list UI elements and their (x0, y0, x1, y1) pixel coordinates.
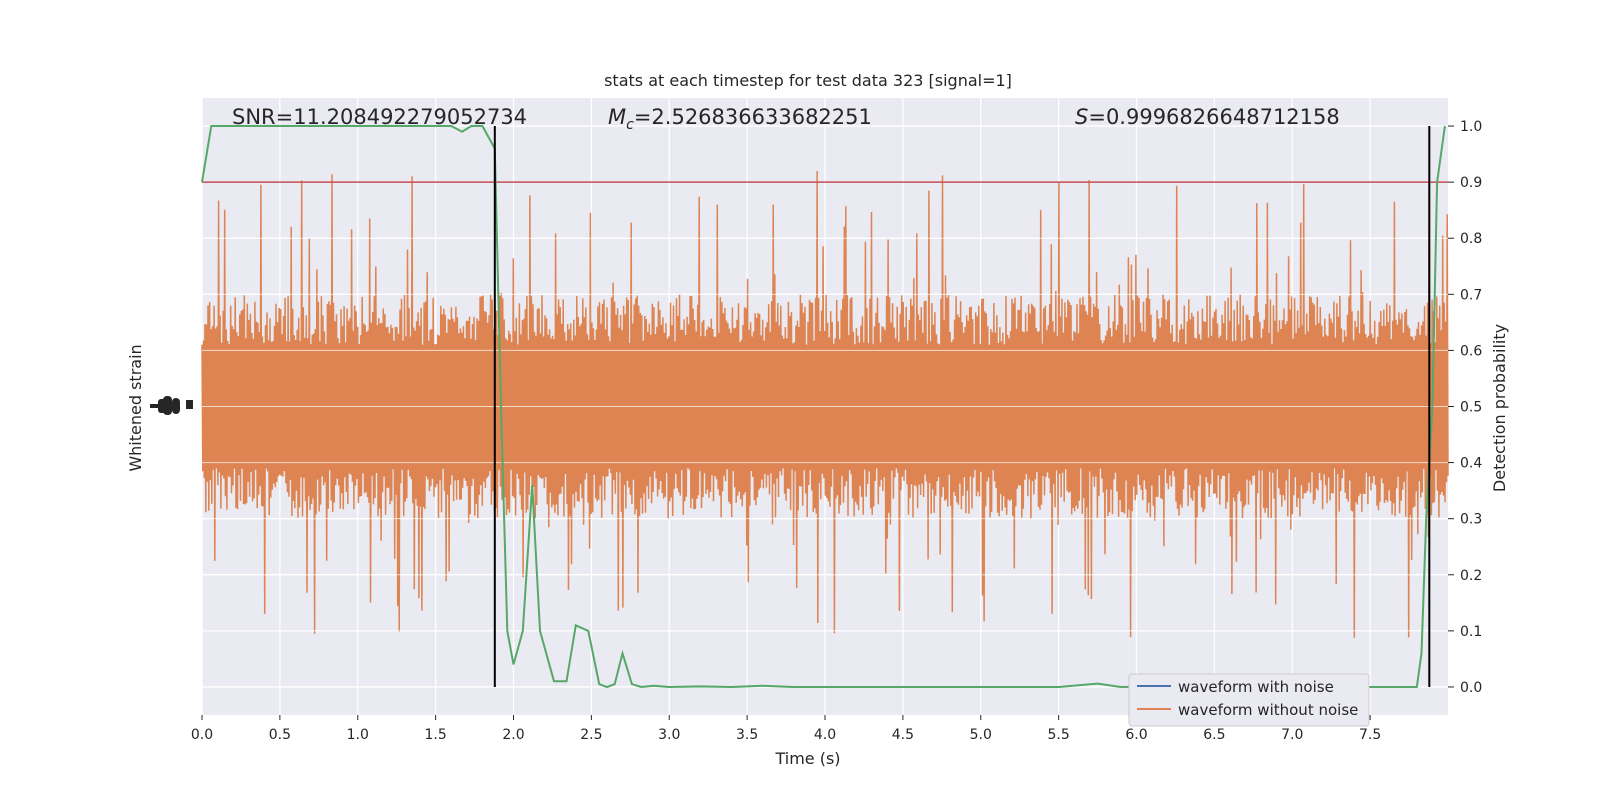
s-value: =0.9996826648712158 (1088, 105, 1339, 129)
x-tick-label: 0.0 (191, 727, 213, 743)
mc-value: =2.526836633682251 (634, 105, 872, 129)
x-tick-label: 1.5 (424, 727, 446, 743)
right-tick-label: 1.0 (1460, 119, 1482, 135)
x-tick-label: 4.0 (814, 727, 836, 743)
left-axis-overlapped-ticks (150, 396, 193, 415)
s-symbol: S (1075, 105, 1088, 129)
x-tick-label: 7.5 (1359, 727, 1381, 743)
vertical-markers (493, 126, 1431, 687)
x-axis-label: Time (s) (774, 749, 840, 768)
mc-symbol: M (608, 105, 626, 129)
x-tick-label: 2.5 (580, 727, 602, 743)
right-tick-label: 0.5 (1460, 400, 1482, 416)
x-tick-label: 4.5 (892, 727, 914, 743)
waveform-without-noise-series (201, 125, 1449, 688)
legend: waveform with noise waveform without noi… (1128, 673, 1370, 727)
strain-line (201, 170, 1449, 638)
left-axis-label: Whitened strain (126, 344, 145, 471)
right-tick-label: 0.0 (1460, 680, 1482, 696)
significance-annotation: S=0.9996826648712158 (1075, 105, 1340, 129)
right-tick-label: 0.1 (1460, 624, 1482, 640)
right-tick-label: 0.7 (1460, 287, 1482, 303)
snr-annotation: SNR=11.208492279052734 (232, 105, 527, 129)
x-tick-label: 2.0 (502, 727, 524, 743)
mc-subscript: c (626, 117, 634, 133)
legend-label-without-noise: waveform without noise (1178, 701, 1358, 719)
x-tick-label: 3.5 (736, 727, 758, 743)
right-tick-label: 0.8 (1460, 231, 1482, 247)
right-tick-label: 0.4 (1460, 456, 1482, 472)
x-tick-label: 5.5 (1047, 727, 1069, 743)
right-axis-label: Detection probability (1490, 324, 1509, 492)
chirp-mass-annotation: Mc=2.526836633682251 (608, 105, 872, 133)
right-tick-label: 0.3 (1460, 512, 1482, 528)
legend-box (1128, 673, 1370, 727)
x-tick-label: 3.0 (658, 727, 680, 743)
right-axis-ticks: 0.0 0.1 0.2 0.3 0.4 0.5 0.6 0.7 0.8 0.9 1.0 (1448, 119, 1482, 696)
x-tick-label: 0.5 (269, 727, 291, 743)
x-tick-label: 6.0 (1125, 727, 1147, 743)
x-tick-label: 5.0 (970, 727, 992, 743)
x-tick-label: 1.0 (347, 727, 369, 743)
right-tick-label: 0.6 (1460, 343, 1482, 359)
chart-title: stats at each timestep for test data 323… (604, 71, 1012, 90)
legend-label-with-noise: waveform with noise (1178, 678, 1334, 696)
right-tick-label: 0.9 (1460, 175, 1482, 191)
x-axis-ticks: 0.0 0.5 1.0 1.5 2.0 2.5 3.0 3.5 4.0 4.5 5.0 5.5 6.0 6… (191, 715, 1381, 743)
x-tick-label: 7.0 (1281, 727, 1303, 743)
x-tick-label: 6.5 (1203, 727, 1225, 743)
right-tick-label: 0.2 (1460, 568, 1482, 584)
